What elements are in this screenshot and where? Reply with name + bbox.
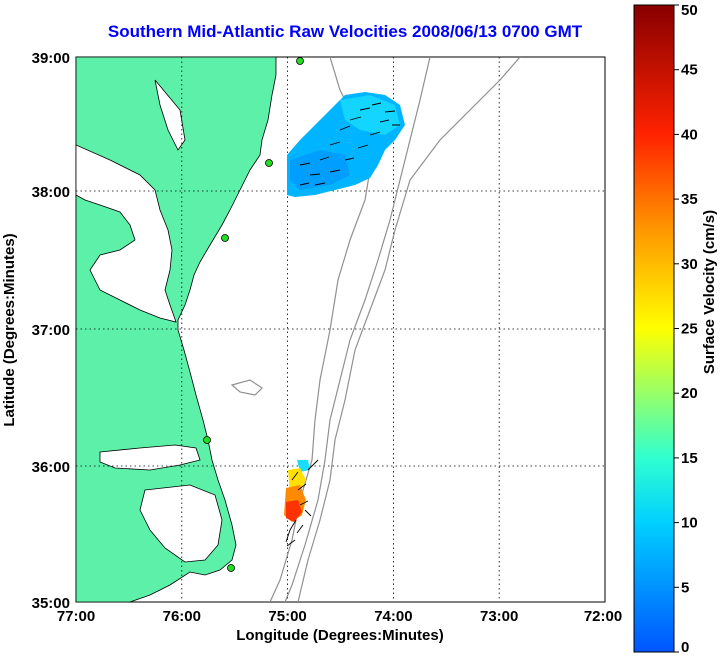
x-tick-label: 74:00 [374,608,412,625]
colorbar-label: Surface Velocity (cm/s) [701,210,718,374]
delaware-bay [154,79,186,151]
x-tick-label: 73:00 [480,608,518,625]
colorbar-tick-label: 30 [681,256,698,273]
y-axis-label: Latitude (Degrees:Minutes) [1,233,18,426]
y-tick-label: 35:00 [32,595,70,612]
y-tick-labels: 39:00 38:00 37:00 36:00 35:00 [32,50,70,612]
colorbar [633,4,675,653]
y-tick-label: 38:00 [32,184,70,201]
x-tick-label: 76:00 [163,608,201,625]
colorbar-tick-label: 45 [681,62,698,79]
colorbar-tick-label: 15 [681,450,698,467]
chesapeake-bay [76,144,177,323]
x-tick-label: 75:00 [268,608,306,625]
x-tick-label: 77:00 [57,608,95,625]
y-tick-label: 37:00 [32,322,70,339]
x-tick-label: 72:00 [584,608,622,625]
velocity-field-north [287,92,405,197]
x-axis-label: Longitude (Degrees:Minutes) [236,627,444,644]
colorbar-tick-label: 25 [681,321,698,338]
colorbar-tick-label: 0 [681,639,689,656]
x-tick-labels: 77:00 76:00 75:00 74:00 73:00 72:00 [57,608,622,625]
bathymetry-contours [230,57,521,602]
albemarle-sound [99,444,201,471]
grid [76,57,605,602]
station-marker [221,234,229,242]
colorbar-tick-label: 50 [681,2,698,19]
colorbar-ticks: 0 5 10 15 20 25 30 35 40 45 50 [674,2,698,656]
colorbar-tick-label: 35 [681,191,698,208]
y-tick-label: 36:00 [32,459,70,476]
station-marker [203,436,211,444]
station-marker [227,564,235,572]
station-marker [296,57,304,65]
pamlico-sound [139,484,223,563]
map-title: Southern Mid-Atlantic Raw Velocities 200… [107,22,583,41]
colorbar-tick-label: 10 [681,515,698,532]
station-marker [265,159,273,167]
y-tick-label: 39:00 [32,50,70,67]
colorbar-tick-label: 5 [681,579,689,596]
colorbar-tick-label: 40 [681,126,698,143]
colorbar-tick-label: 20 [681,385,698,402]
radar-stations [203,57,304,572]
velocity-field-south [284,459,319,547]
